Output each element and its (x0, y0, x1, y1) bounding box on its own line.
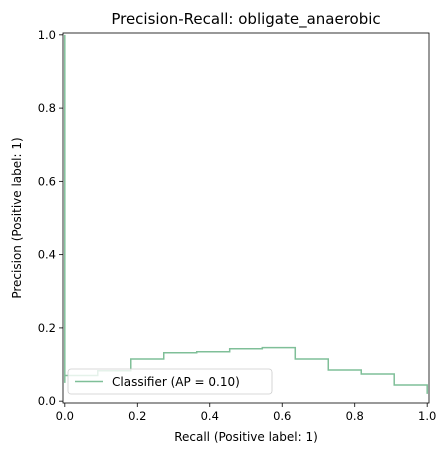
legend-entry-classifier: Classifier (AP = 0.10) (112, 375, 240, 389)
y-axis-label: Precision (Positive label: 1) (10, 137, 24, 298)
y-tick-label: 0.8 (38, 101, 56, 115)
x-tick-label: 0.0 (56, 409, 74, 423)
chart-title: Precision-Recall: obligate_anaerobic (111, 10, 380, 29)
x-axis: 0.0 0.2 0.4 0.6 0.8 1.0 (56, 403, 436, 423)
y-tick-label: 0.6 (38, 174, 56, 188)
plot-series (64, 34, 428, 394)
x-axis-label: Recall (Positive label: 1) (174, 430, 318, 444)
y-axis: 0.0 0.2 0.4 0.6 0.8 1.0 (38, 28, 63, 408)
plot-frame (62, 32, 430, 404)
series-line-0 (64, 34, 428, 394)
legend-box (67, 368, 273, 395)
x-tick-label: 1.0 (418, 409, 436, 423)
y-tick-label: 0.0 (38, 394, 56, 408)
x-tick-label: 0.4 (201, 409, 219, 423)
x-tick-label: 0.2 (128, 409, 146, 423)
y-tick-label: 0.4 (38, 248, 56, 262)
legend: Classifier (AP = 0.10) (67, 368, 273, 395)
x-tick-label: 0.8 (346, 409, 364, 423)
x-tick-label: 0.6 (273, 409, 291, 423)
y-tick-label: 1.0 (38, 28, 56, 42)
y-tick-label: 0.2 (38, 321, 56, 335)
